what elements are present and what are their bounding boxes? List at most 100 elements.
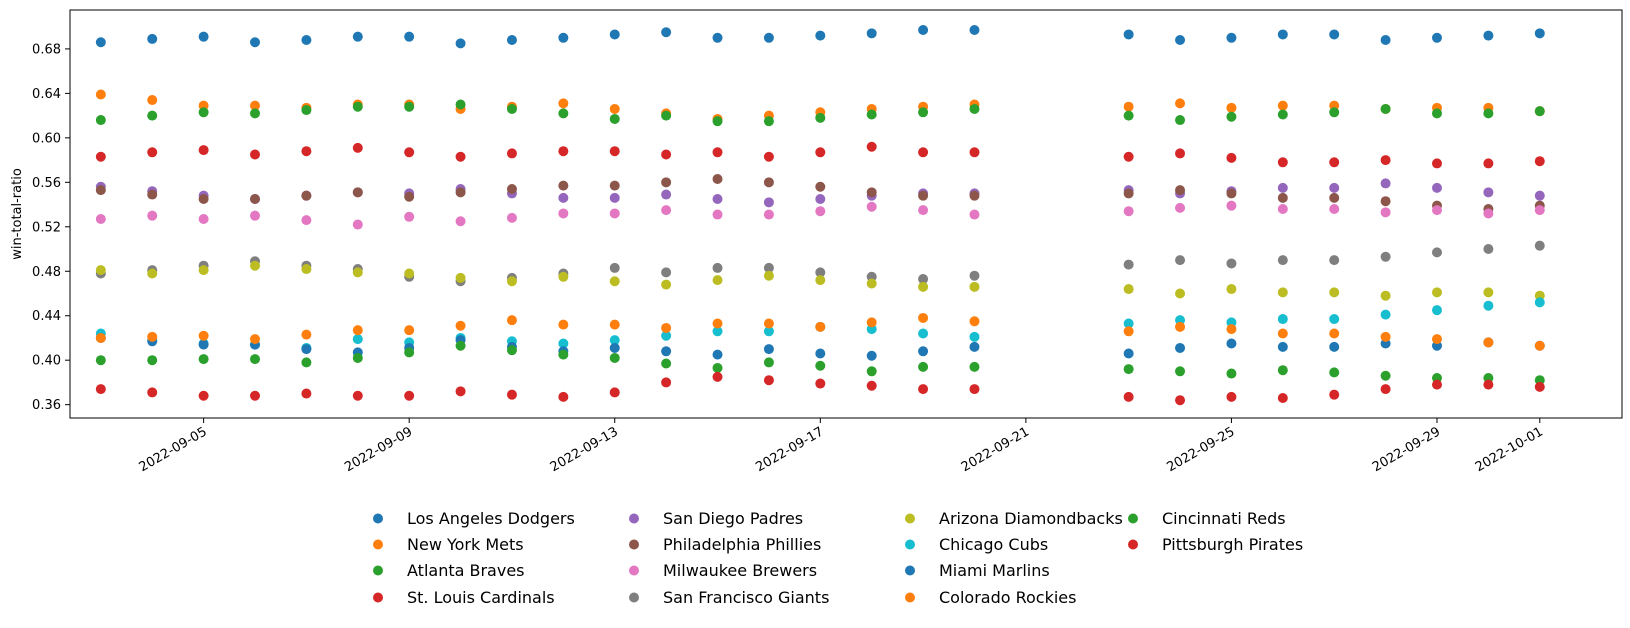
data-point [969,281,980,292]
series-8 [95,260,1545,301]
legend-marker [629,565,639,576]
data-point [506,183,517,194]
data-point [1534,156,1545,167]
data-point [95,89,106,100]
series-10 [95,332,1545,361]
data-point [918,274,929,285]
data-point [558,349,569,360]
data-point [661,177,672,188]
legend-label: Philadelphia Phillies [663,535,821,554]
data-point [198,390,209,401]
data-point [1277,100,1288,111]
data-point [352,325,363,336]
data-point [661,205,672,216]
data-point [1380,251,1391,262]
legend-marker [373,513,383,524]
legend-marker [1128,539,1138,550]
x-tick-label: 2022-09-05 [137,424,210,475]
legend-label: San Francisco Giants [663,588,829,607]
data-point [712,371,723,382]
legend-label: Los Angeles Dodgers [407,509,575,528]
data-point [763,375,774,386]
data-point [1534,28,1545,39]
data-point [1123,364,1134,375]
data-point [763,262,774,273]
data-point [712,262,723,273]
legend-marker [629,592,639,603]
data-point [95,115,106,126]
data-point [1534,240,1545,251]
data-point [1175,395,1186,406]
data-point [661,279,672,290]
data-point [1175,342,1186,353]
x-tick-label: 2022-09-25 [1164,424,1237,475]
data-point [969,361,980,372]
data-point [455,272,466,283]
data-point [352,187,363,198]
data-point [352,31,363,42]
data-point [1431,32,1442,43]
data-point [301,344,312,355]
data-point [815,147,826,158]
data-point [1226,152,1237,163]
legend-item: Pittsburgh Pirates [1128,535,1303,554]
legend-label: Milwaukee Brewers [663,561,817,580]
data-point [1226,188,1237,199]
series-3 [95,141,1545,169]
data-point [95,355,106,366]
data-point [558,208,569,219]
y-tick-label: 0.56 [32,176,61,191]
legend-marker [373,592,383,603]
data-point [1483,30,1494,41]
data-point [1277,29,1288,40]
data-point [506,212,517,223]
data-point [558,192,569,203]
data-point [301,357,312,368]
data-point [455,187,466,198]
data-point [95,151,106,162]
data-point [1226,324,1237,335]
data-point [147,147,158,158]
data-point [250,390,261,401]
data-point [1175,288,1186,299]
data-point [815,275,826,286]
x-axis-ticks: 2022-09-05 2022-09-09 2022-09-13 2022-09-17… [137,418,1546,475]
data-point [558,98,569,109]
data-point [404,147,415,158]
legend-label: Cincinnati Reds [1162,509,1286,528]
legend-marker [905,539,915,550]
data-point [1534,297,1545,308]
data-point [1380,207,1391,218]
data-point [661,149,672,160]
data-point [1277,255,1288,266]
data-point [1123,284,1134,295]
legend-item: Los Angeles Dodgers [373,509,575,528]
data-point [1431,182,1442,193]
data-point [661,330,672,341]
data-point [661,377,672,388]
legend-label: New York Mets [407,535,524,554]
data-point [1380,155,1391,166]
data-point [918,147,929,158]
data-point [1380,309,1391,320]
data-point [609,276,620,287]
data-point [609,208,620,219]
data-point [969,270,980,281]
data-point [198,339,209,350]
data-point [506,315,517,326]
data-point [1329,341,1340,352]
data-point [1431,108,1442,119]
data-point [1431,247,1442,258]
data-point [866,141,877,152]
data-point [1431,205,1442,216]
series-6 [95,200,1545,230]
data-point [95,37,106,48]
data-point [609,29,620,40]
legend: Los Angeles Dodgers New York Mets Atlanta … [373,509,1303,607]
data-point [763,32,774,43]
data-point [1431,379,1442,390]
legend-marker [905,565,915,576]
legend-item: St. Louis Cardinals [373,588,555,607]
data-point [558,180,569,191]
data-point [352,142,363,153]
